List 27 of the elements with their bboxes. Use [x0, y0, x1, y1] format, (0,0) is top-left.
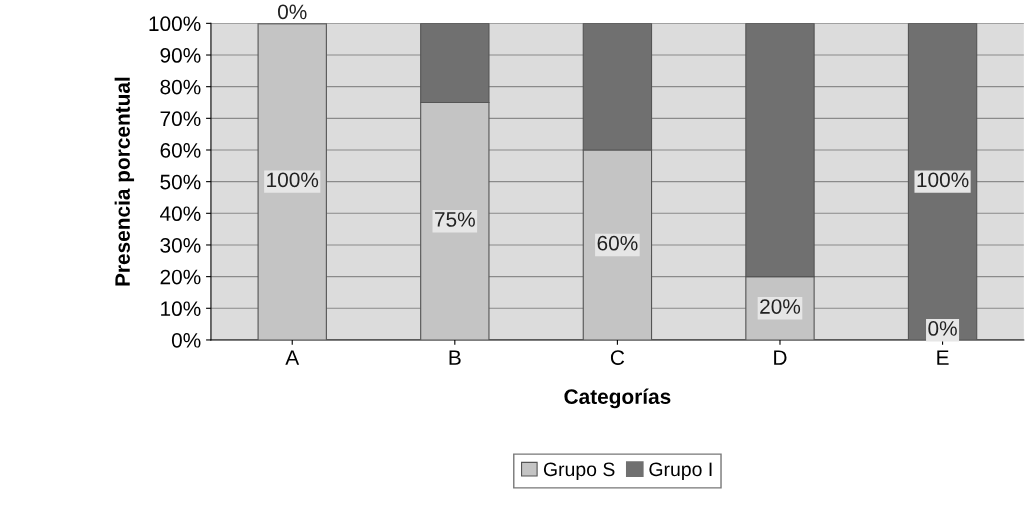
- y-tick-label: 90%: [160, 48, 201, 63]
- x-tick-label: A: [285, 350, 300, 365]
- y-tick-label: 10%: [161, 301, 201, 317]
- y-tick-label: 20%: [160, 269, 201, 285]
- y-tick-label: 40%: [160, 206, 201, 222]
- data-label: 0%: [277, 4, 307, 20]
- y-tick-label: 100%: [149, 16, 201, 32]
- data-label: 100%: [917, 172, 969, 188]
- data-label: 0%: [928, 321, 957, 336]
- x-tick-label: C: [610, 350, 625, 365]
- y-tick-label: 60%: [160, 142, 201, 158]
- data-label: 100%: [267, 172, 319, 188]
- y-tick-label: 80%: [160, 79, 201, 95]
- y-axis-title: Presencia porcentual: [114, 77, 135, 286]
- y-tick-label: 70%: [160, 111, 201, 127]
- x-tick-label: B: [449, 350, 461, 365]
- x-tick-label: E: [937, 350, 949, 365]
- y-tick-label: 0%: [171, 332, 201, 348]
- data-label: 60%: [597, 235, 638, 251]
- y-tick-label: 50%: [160, 174, 201, 190]
- legend-label: Grupo S: [543, 462, 615, 481]
- data-label: 75%: [435, 212, 475, 227]
- y-tick-label: 30%: [160, 237, 201, 253]
- data-label: 20%: [760, 299, 801, 314]
- x-tick-label: D: [774, 350, 787, 365]
- x-axis-title: Categorías: [564, 388, 671, 409]
- legend-label: Grupo I: [649, 462, 712, 481]
